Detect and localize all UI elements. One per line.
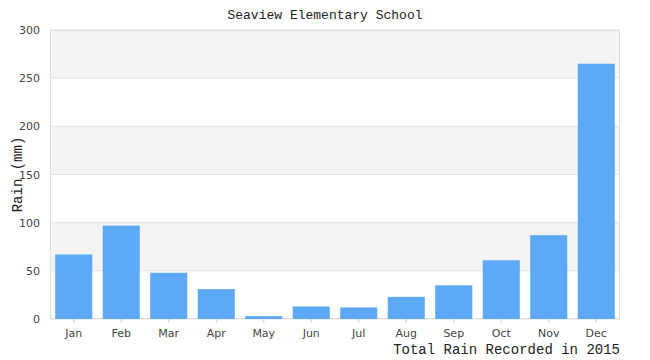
x-tick <box>406 319 407 323</box>
x-tick-label: Nov <box>538 327 560 340</box>
plot-frame <box>51 31 620 319</box>
grid-line <box>50 222 620 223</box>
x-tick <box>358 319 359 323</box>
y-axis-label: Rain (mm) <box>10 137 26 213</box>
x-tick-label: Feb <box>112 327 131 340</box>
bar <box>150 273 187 319</box>
x-tick <box>596 319 597 323</box>
x-tick-label: May <box>252 327 275 340</box>
y-tick-label: 0 <box>33 313 40 326</box>
title: Seaview Elementary School <box>227 8 422 23</box>
grid-line <box>50 126 620 127</box>
grid-band <box>50 30 620 78</box>
x-tick <box>311 319 312 323</box>
bar <box>435 285 472 319</box>
bar <box>103 226 140 319</box>
x-tick <box>121 319 122 323</box>
bars <box>55 64 615 319</box>
x-tick <box>501 319 502 323</box>
bar <box>530 235 567 319</box>
x-tick-label: Sep <box>443 327 464 340</box>
x-tick <box>216 319 217 323</box>
x-axis-label: Total Rain Recorded in 2015 <box>393 342 620 358</box>
y-tick-label: 50 <box>26 265 40 278</box>
x-tick <box>453 319 454 323</box>
x-tick-label: Dec <box>586 327 607 340</box>
x-tick <box>168 319 169 323</box>
x-tick-label: Aug <box>396 327 417 340</box>
plot-area <box>50 30 620 319</box>
bar <box>198 289 235 319</box>
y-tick-label: 300 <box>19 24 40 37</box>
bar <box>340 307 377 319</box>
grid-band <box>50 126 620 174</box>
x-tick <box>73 319 74 323</box>
y-tick-label: 100 <box>19 217 40 230</box>
bar <box>483 260 520 319</box>
bar <box>293 306 330 319</box>
grid-line <box>50 174 620 175</box>
y-tick-label: 250 <box>19 72 40 85</box>
bar <box>388 297 425 319</box>
bar <box>55 254 92 319</box>
chart: 050100150200250300JanFebMarAprMayJunJulA… <box>0 0 650 360</box>
bar <box>245 316 282 319</box>
x-tick-label: Oct <box>492 327 512 340</box>
x-tick-label: Jul <box>351 327 365 340</box>
x-tick <box>263 319 264 323</box>
y-tick-label: 200 <box>19 120 40 133</box>
bar <box>578 64 615 319</box>
x-tick-label: Jun <box>302 327 320 340</box>
grid-line <box>50 78 620 79</box>
x-tick-label: Mar <box>158 327 179 340</box>
x-tick-label: Apr <box>207 327 227 340</box>
x-tick-label: Jan <box>64 327 82 340</box>
x-tick <box>548 319 549 323</box>
